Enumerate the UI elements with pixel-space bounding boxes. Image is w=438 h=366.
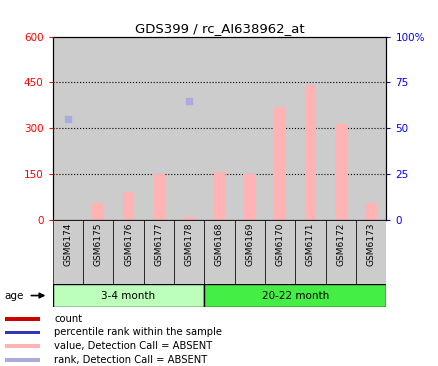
Point: [64, 116, 71, 122]
FancyBboxPatch shape: [234, 220, 265, 284]
Text: GSM6174: GSM6174: [63, 223, 72, 266]
Text: GSM6171: GSM6171: [305, 223, 314, 266]
Bar: [213, 172, 225, 220]
FancyBboxPatch shape: [325, 220, 355, 284]
Title: GDS399 / rc_AI638962_at: GDS399 / rc_AI638962_at: [134, 22, 304, 36]
Bar: [5, 317, 39, 321]
Text: value, Detection Call = ABSENT: value, Detection Call = ABSENT: [54, 341, 212, 351]
Point: [185, 98, 192, 104]
FancyBboxPatch shape: [265, 220, 295, 284]
Bar: [83, 37, 113, 220]
Text: percentile rank within the sample: percentile rank within the sample: [54, 328, 222, 337]
Text: GSM6170: GSM6170: [275, 223, 284, 266]
Bar: [204, 37, 234, 220]
Text: GSM6168: GSM6168: [215, 223, 223, 266]
FancyBboxPatch shape: [113, 220, 143, 284]
Text: 3-4 month: 3-4 month: [101, 291, 155, 300]
Text: GSM6172: GSM6172: [336, 223, 345, 266]
Text: age: age: [4, 291, 24, 300]
Bar: [295, 37, 325, 220]
FancyBboxPatch shape: [83, 220, 113, 284]
Bar: [173, 37, 204, 220]
Bar: [334, 123, 346, 220]
Bar: [364, 203, 376, 220]
Text: GSM6175: GSM6175: [93, 223, 102, 266]
Text: GSM6177: GSM6177: [154, 223, 163, 266]
Text: count: count: [54, 314, 82, 324]
FancyBboxPatch shape: [53, 284, 204, 307]
Bar: [244, 175, 255, 220]
Text: GSM6176: GSM6176: [124, 223, 133, 266]
Text: GSM6178: GSM6178: [184, 223, 193, 266]
Bar: [123, 192, 134, 220]
Bar: [304, 85, 315, 220]
Text: 20-22 month: 20-22 month: [261, 291, 328, 300]
FancyBboxPatch shape: [53, 220, 83, 284]
FancyBboxPatch shape: [204, 220, 234, 284]
FancyBboxPatch shape: [143, 220, 173, 284]
Bar: [325, 37, 355, 220]
FancyBboxPatch shape: [295, 220, 325, 284]
Bar: [234, 37, 265, 220]
Bar: [143, 37, 173, 220]
Bar: [53, 37, 83, 220]
Bar: [274, 107, 285, 220]
FancyBboxPatch shape: [204, 284, 385, 307]
FancyBboxPatch shape: [355, 220, 385, 284]
Bar: [355, 37, 385, 220]
Bar: [5, 330, 39, 334]
FancyBboxPatch shape: [173, 220, 204, 284]
Bar: [92, 203, 104, 220]
Bar: [113, 37, 143, 220]
Bar: [5, 344, 39, 348]
Bar: [5, 358, 39, 362]
Bar: [153, 175, 164, 220]
Text: GSM6169: GSM6169: [245, 223, 254, 266]
Text: GSM6173: GSM6173: [366, 223, 375, 266]
Bar: [265, 37, 295, 220]
Text: rank, Detection Call = ABSENT: rank, Detection Call = ABSENT: [54, 355, 207, 365]
Bar: [183, 217, 194, 220]
